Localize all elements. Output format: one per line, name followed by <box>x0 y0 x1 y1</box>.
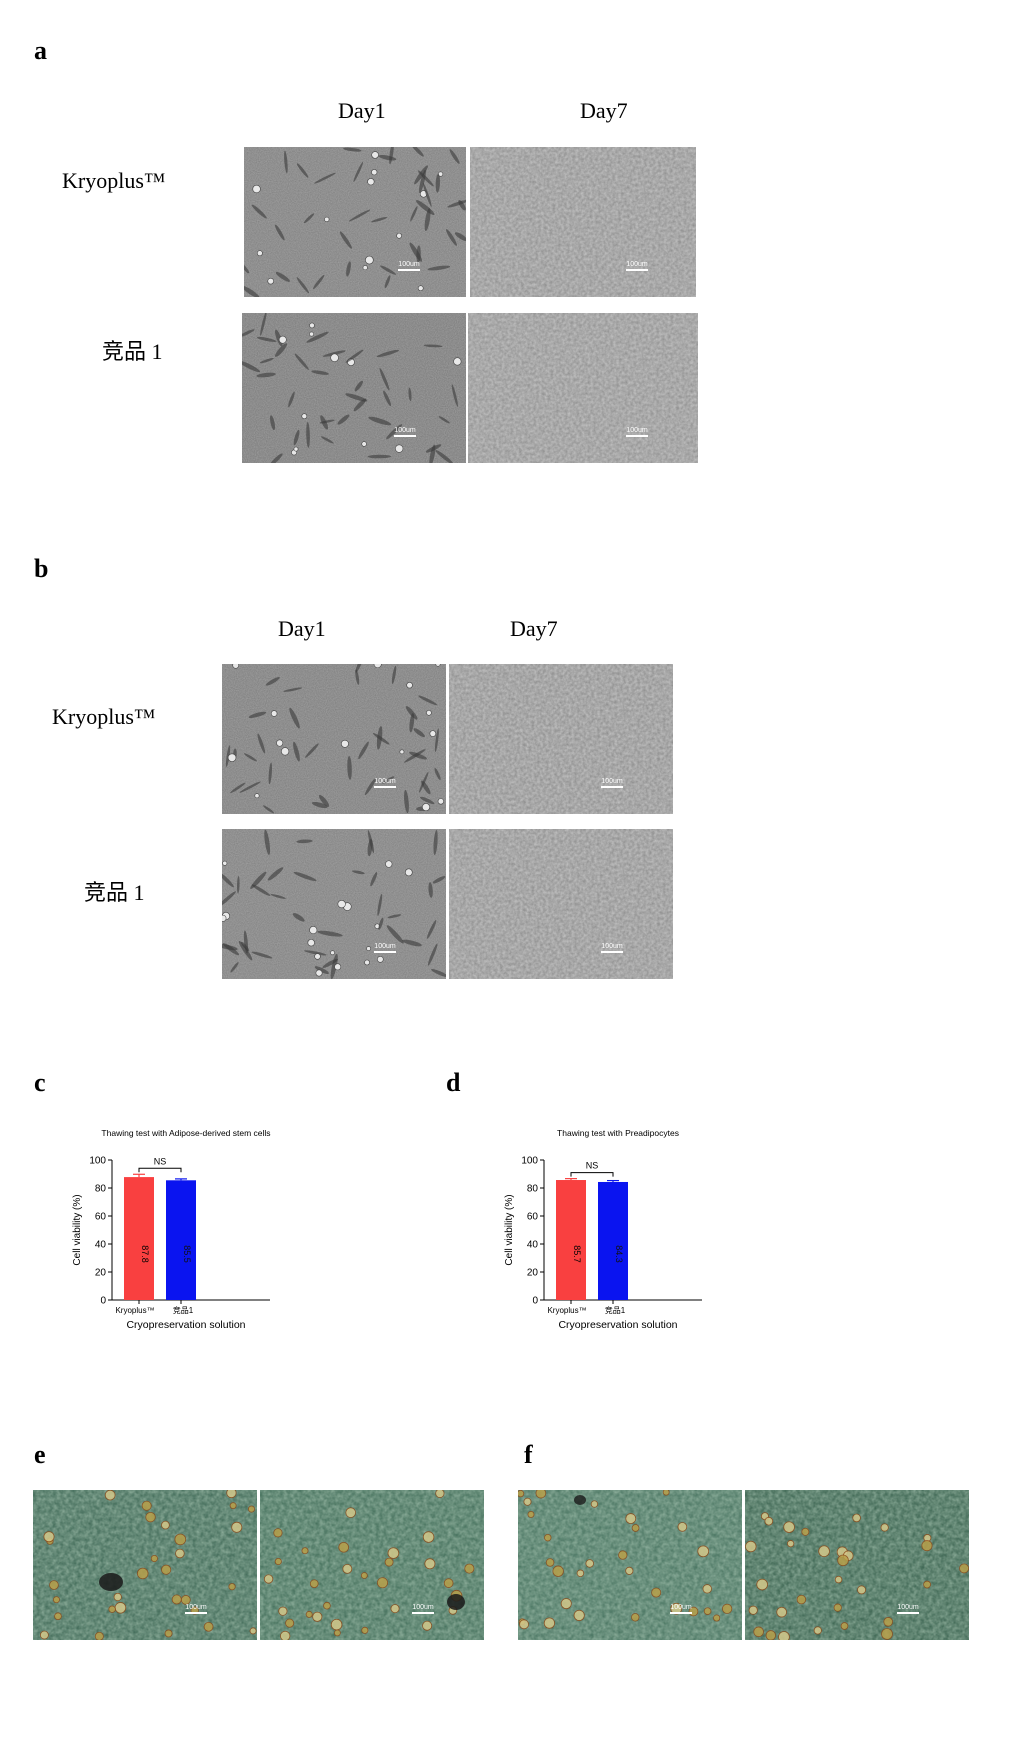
scale-bar: 100um <box>374 943 396 953</box>
panel-letter-a: a <box>34 36 47 65</box>
data-label: 85.7 <box>572 1245 582 1263</box>
bar-competitor <box>166 1180 196 1300</box>
scale-bar: 100um <box>897 1604 919 1614</box>
significance-bracket <box>570 1172 614 1177</box>
y-tick-label: 60 <box>527 1212 539 1223</box>
micrograph-a-kryoplus-day1: 100um <box>244 147 466 297</box>
row-label-competitor: 竞品 1 <box>84 880 145 905</box>
data-label: 87.8 <box>140 1245 150 1263</box>
chart-title: Thawing test with Preadipocytes <box>557 1128 679 1138</box>
y-tick-label: 80 <box>527 1184 539 1195</box>
y-tick-label: 80 <box>95 1184 107 1195</box>
chart-title: Thawing test with Adipose-derived stem c… <box>101 1128 270 1138</box>
micrograph-e-left: 100um <box>33 1490 257 1640</box>
data-label: 85.5 <box>182 1245 192 1263</box>
panel-letter-b: b <box>34 554 49 583</box>
x-tick-label: 竞品1 <box>173 1305 194 1315</box>
micrograph-a-kryoplus-day7: 100um <box>470 147 696 297</box>
scale-bar: 100um <box>601 943 623 953</box>
row-label-kryoplus: Kryoplus™ <box>62 168 166 193</box>
scale-bar: 100um <box>626 427 648 437</box>
chart-svg: Thawing test with Adipose-derived stem c… <box>72 1128 271 1331</box>
scale-bar: 100um <box>412 1604 434 1614</box>
row-label-kryoplus: Kryoplus™ <box>52 704 156 729</box>
significance-bracket <box>138 1167 182 1173</box>
y-tick-label: 0 <box>100 1296 106 1307</box>
column-header-day7: Day7 <box>580 98 628 123</box>
y-tick-label: 100 <box>521 1156 538 1167</box>
y-axis-label: Cell viability (%) <box>72 1194 83 1265</box>
x-tick-label: Kryoplus™ <box>547 1306 586 1315</box>
micrograph-a-competitor-day1: 100um <box>242 313 466 463</box>
micrograph-b-kryoplus-day1: 100um <box>222 664 446 814</box>
y-tick-label: 100 <box>89 1156 106 1167</box>
y-tick-label: 60 <box>95 1212 107 1223</box>
column-header-day1: Day1 <box>278 616 326 641</box>
panel-letter-f: f <box>524 1440 533 1469</box>
scale-bar: 100um <box>670 1604 692 1614</box>
y-tick-label: 20 <box>95 1268 107 1279</box>
x-tick-label: Kryoplus™ <box>115 1306 154 1315</box>
chart-d: Thawing test with Preadipocytes 0 20 40 60 80… <box>502 1124 732 1344</box>
scale-bar: 100um <box>626 261 648 271</box>
bar-competitor <box>598 1181 628 1300</box>
column-header-day1: Day1 <box>338 98 386 123</box>
panel-letter-c: c <box>34 1068 46 1097</box>
micrograph-a-competitor-day7: 100um <box>468 313 698 463</box>
y-axis-label: Cell viability (%) <box>504 1194 515 1265</box>
y-tick-label: 40 <box>527 1240 539 1251</box>
data-label: 84.3 <box>614 1245 624 1263</box>
y-tick-label: 0 <box>532 1296 538 1307</box>
micrograph-f-left: 100um <box>518 1490 742 1640</box>
chart-c: Thawing test with Adipose-derived stem c… <box>70 1124 300 1344</box>
scale-bar: 100um <box>394 427 416 437</box>
micrograph-b-kryoplus-day7: 100um <box>449 664 673 814</box>
micrograph-e-right: 100um <box>260 1490 484 1640</box>
scale-bar: 100um <box>601 778 623 788</box>
scale-bar: 100um <box>185 1604 207 1614</box>
micrograph-f-right: 100um <box>745 1490 969 1640</box>
bar-kryoplus <box>124 1177 154 1300</box>
x-axis-label: Cryopreservation solution <box>126 1319 245 1331</box>
y-tick-label: 20 <box>527 1268 539 1279</box>
bar-kryoplus <box>556 1180 586 1300</box>
scale-bar: 100um <box>398 261 420 271</box>
x-tick-label: 竞品1 <box>605 1305 626 1315</box>
column-header-day7: Day7 <box>510 616 558 641</box>
x-axis-label: Cryopreservation solution <box>558 1319 677 1331</box>
micrograph-b-competitor-day7: 100um <box>449 829 673 979</box>
micrograph-b-competitor-day1: 100um <box>222 829 446 979</box>
significance-label: NS <box>154 1156 167 1166</box>
scale-bar: 100um <box>374 778 396 788</box>
chart-svg: Thawing test with Preadipocytes 0 20 40 60 80… <box>504 1128 702 1331</box>
panel-letter-d: d <box>446 1068 461 1097</box>
panel-letter-e: e <box>34 1440 46 1469</box>
row-label-competitor: 竞品 1 <box>102 339 163 364</box>
y-tick-label: 40 <box>95 1240 107 1251</box>
significance-label: NS <box>586 1161 599 1171</box>
